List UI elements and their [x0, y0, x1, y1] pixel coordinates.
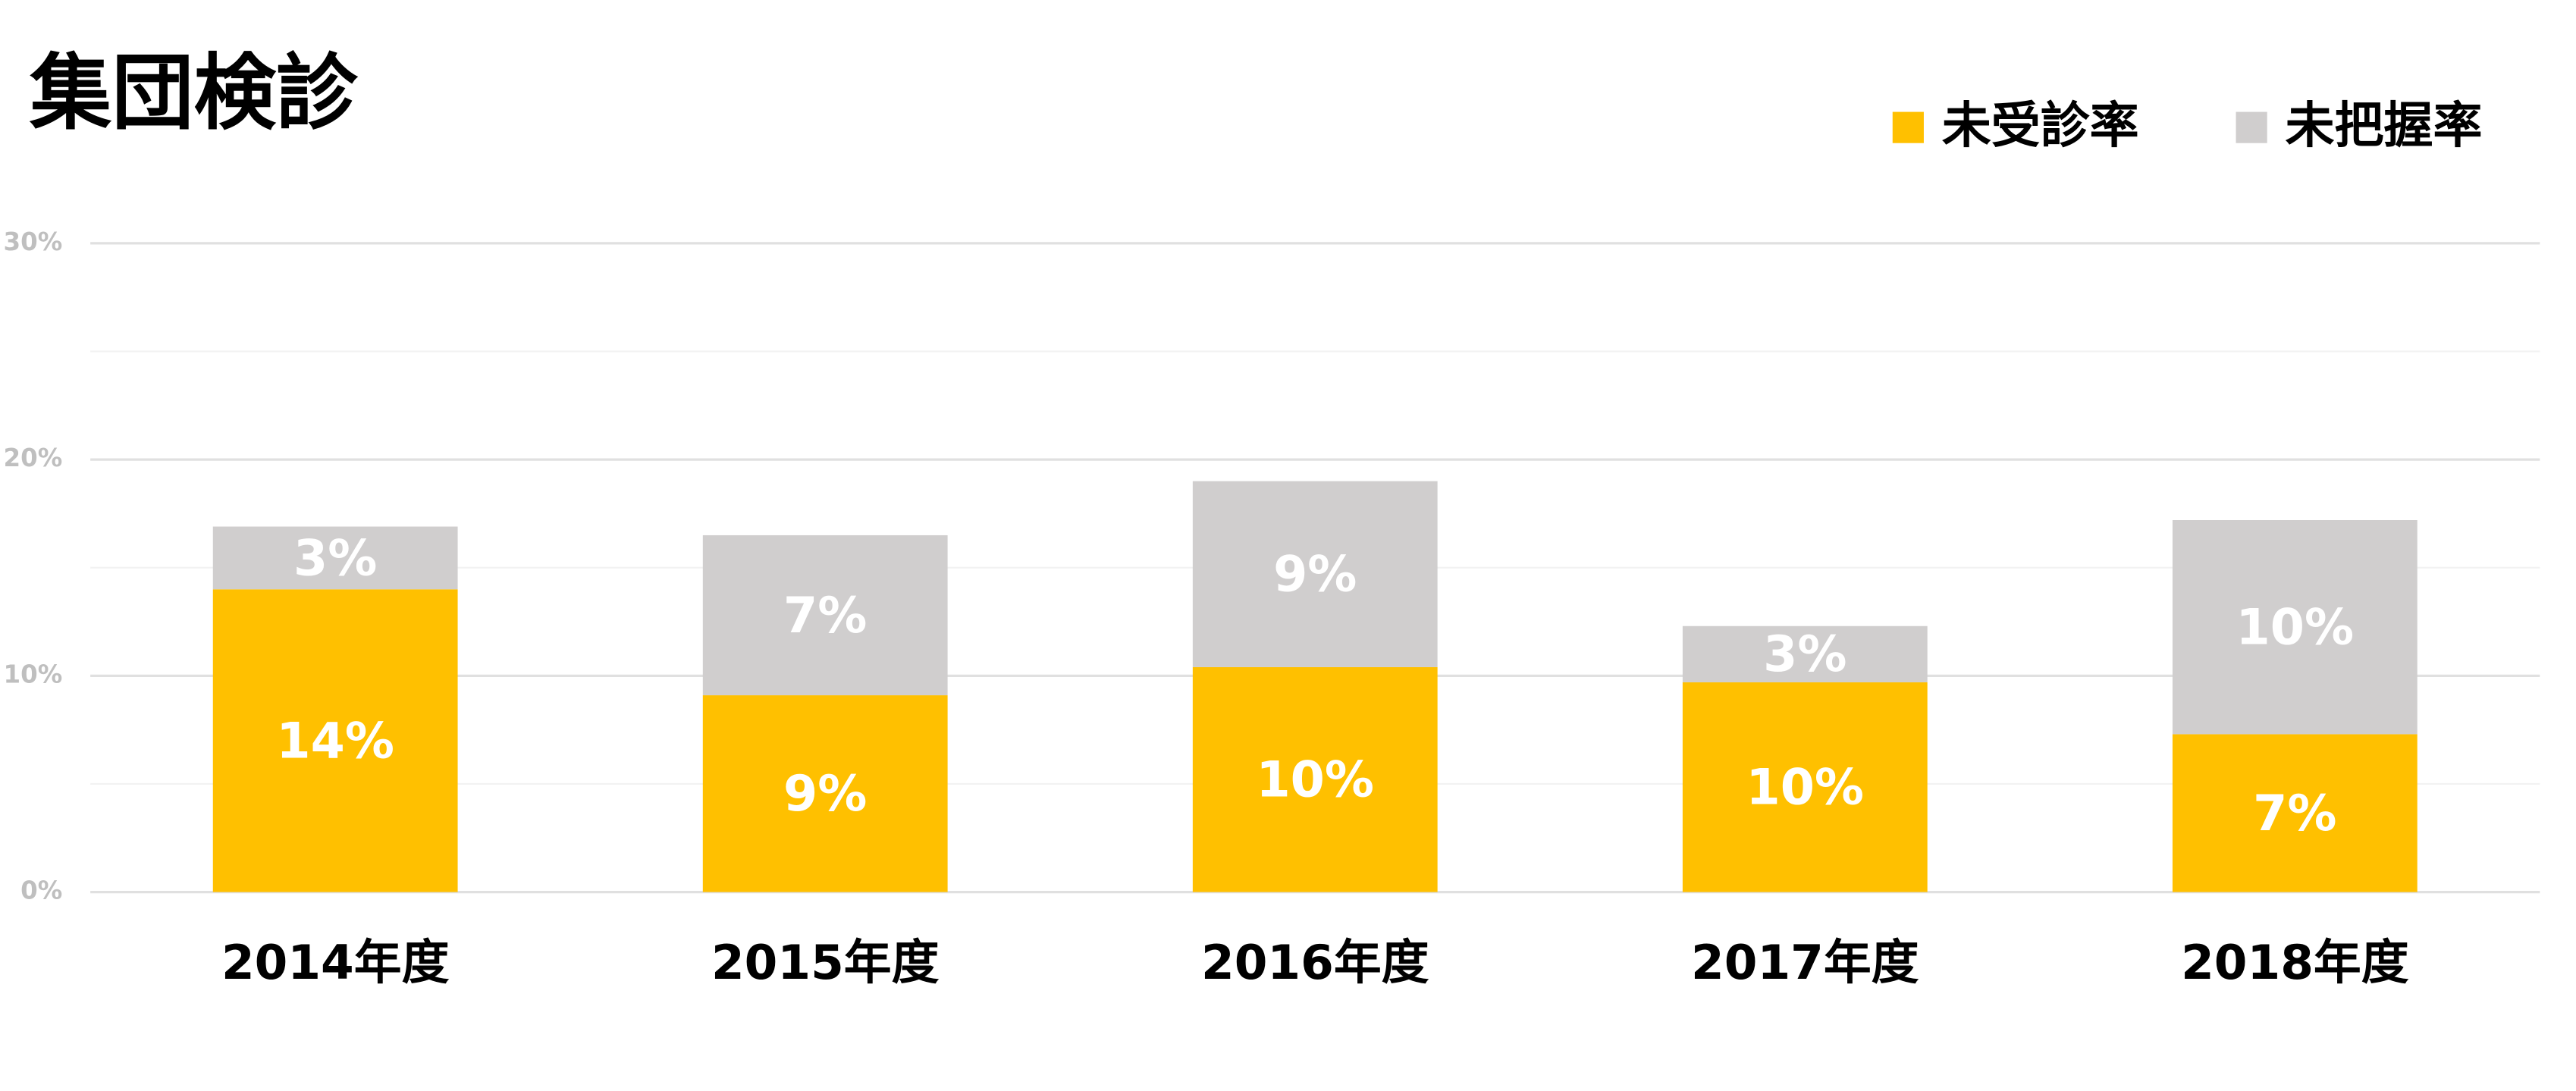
bar-segment [702, 535, 948, 696]
bar-segment [2172, 734, 2418, 892]
legend-label: 未把握率 [2286, 97, 2483, 154]
bar-segment [212, 589, 458, 892]
data-label: 3% [293, 530, 377, 587]
data-label: 14% [276, 713, 394, 770]
y-tick-label: 10% [4, 660, 63, 688]
bar-segment [1682, 682, 1928, 892]
y-tick-label: 30% [4, 227, 63, 256]
data-label: 9% [783, 766, 867, 823]
legend-swatch [1892, 111, 1924, 143]
data-label: 3% [1763, 626, 1846, 683]
data-label: 10% [2236, 600, 2355, 657]
x-tick-label: 2017年度 [1691, 935, 1919, 990]
x-tick-label: 2018年度 [2181, 935, 2409, 990]
bar-segment [702, 695, 948, 892]
bar-segment [2172, 519, 2418, 735]
bar-segment [1192, 481, 1438, 667]
y-tick-label: 0% [20, 876, 62, 905]
legend-label: 未受診率 [1942, 97, 2139, 154]
x-tick-label: 2016年度 [1201, 935, 1429, 990]
x-tick-label: 2014年度 [221, 935, 450, 990]
bar-segment [212, 526, 458, 590]
bar-segment [1192, 666, 1438, 892]
bar-segment [1682, 625, 1928, 682]
data-label: 9% [1273, 547, 1357, 603]
data-label: 7% [783, 588, 867, 644]
data-label: 10% [1256, 752, 1374, 809]
chart-title: 集団検診 [29, 45, 359, 141]
data-label: 7% [2253, 785, 2336, 842]
x-tick-label: 2015年度 [711, 935, 940, 990]
data-label: 10% [1746, 760, 1865, 817]
legend-swatch [2236, 111, 2267, 143]
y-tick-label: 20% [4, 444, 63, 472]
